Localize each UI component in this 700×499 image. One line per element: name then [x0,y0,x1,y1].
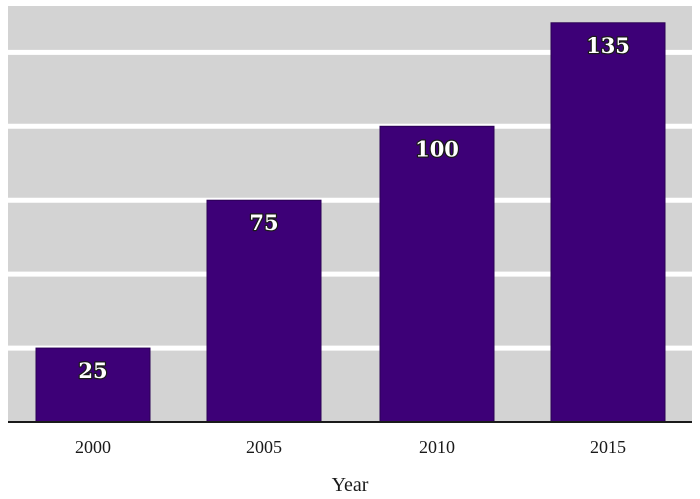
bar-2010 [379,125,495,423]
bar-2005 [206,199,322,423]
data-label-2005: 75 [249,210,278,235]
bars [35,22,666,423]
data-label-2010: 100 [415,136,459,161]
data-label-2000: 25 [78,358,107,383]
bar-2015 [550,22,666,423]
x-tick-label-2010: 2010 [419,437,455,457]
x-tick-labels: 2000 2005 2010 2015 [75,437,626,457]
bar-2000 [35,347,151,423]
data-label-2015: 135 [586,33,630,58]
x-tick-label-2000: 2000 [75,437,111,457]
x-tick-label-2015: 2015 [590,437,626,457]
x-tick-label-2005: 2005 [246,437,282,457]
x-axis-title: Year [332,474,369,496]
data-labels: 25 75 100 135 [77,32,631,385]
